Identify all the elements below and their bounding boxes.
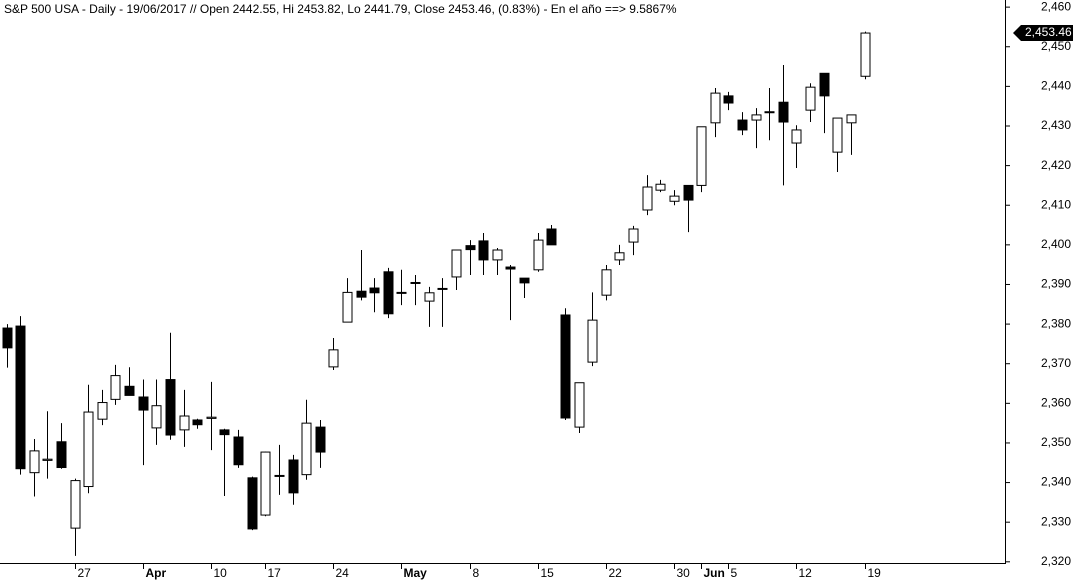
candle-body (560, 314, 571, 419)
x-tick-label: 22 (609, 566, 623, 580)
x-tick-label: Jun (704, 566, 725, 580)
candle-body (860, 32, 871, 77)
candle-body (778, 101, 789, 123)
last-value-label: 2,453.46 (1025, 25, 1072, 39)
candle-body (465, 245, 476, 251)
candle-body (505, 266, 516, 270)
last-value-tag (1013, 25, 1073, 42)
y-tick-label: 2,390 (1041, 277, 1071, 291)
y-tick-label: 2,400 (1041, 237, 1071, 251)
y-tick-label: 2,420 (1041, 158, 1071, 172)
candle-body (669, 195, 680, 202)
candle-body (342, 291, 353, 323)
y-tick-label: 2,450 (1041, 39, 1071, 53)
candle-body (846, 114, 857, 124)
x-tick-label: 24 (336, 566, 350, 580)
candle-body (83, 411, 94, 488)
x-tick-label: 19 (868, 566, 882, 580)
candle-body (723, 95, 734, 104)
candle-body (206, 416, 217, 419)
candle-body (328, 349, 339, 368)
candle-body (424, 292, 435, 302)
candle-body (655, 183, 666, 191)
candle-body (492, 249, 503, 261)
candle-body (70, 480, 81, 529)
candle-body (574, 382, 585, 428)
candle-body (29, 450, 40, 474)
candle-body (533, 239, 544, 271)
candle-body (97, 402, 108, 420)
x-tick-label: 12 (799, 566, 813, 580)
candle-body (179, 415, 190, 431)
candle-body (642, 186, 653, 211)
y-tick-label: 2,360 (1041, 396, 1071, 410)
candle-body (219, 429, 230, 436)
candle-body (151, 405, 162, 429)
candle-body (15, 325, 26, 470)
candle-body (315, 426, 326, 453)
candle-body (587, 319, 598, 363)
x-tick-label: 27 (78, 566, 92, 580)
candle-body (138, 396, 149, 411)
x-tick-label: 30 (677, 566, 691, 580)
candle-body (451, 249, 462, 278)
candle-body (396, 291, 407, 294)
y-tick-label: 2,380 (1041, 316, 1071, 330)
candle-body (42, 458, 53, 461)
y-tick-label: 2,460 (1041, 0, 1071, 13)
y-tick-label: 2,320 (1041, 554, 1071, 568)
candle-body (601, 269, 612, 296)
candle-body (614, 252, 625, 261)
candle-body (369, 287, 380, 294)
candle-body (56, 441, 67, 469)
y-tick-label: 2,440 (1041, 79, 1071, 93)
candle-body (478, 240, 489, 261)
candle-body (288, 459, 299, 494)
candle-body (737, 119, 748, 131)
y-tick-label: 2,350 (1041, 435, 1071, 449)
candle-body (683, 184, 694, 201)
candle-body (696, 126, 707, 186)
x-tick-label: 8 (473, 566, 480, 580)
candle-body (247, 477, 258, 530)
candle-body (628, 228, 639, 243)
candle-body (546, 228, 557, 246)
candle-body (710, 92, 721, 124)
y-tick-label: 2,410 (1041, 197, 1071, 211)
candle-body (519, 277, 530, 284)
candle-body (410, 281, 421, 284)
x-tick-label: 5 (731, 566, 738, 580)
chart-title: S&P 500 USA - Daily - 19/06/2017 // Open… (4, 2, 677, 16)
candle-body (301, 422, 312, 476)
candle-body (110, 375, 121, 400)
candle-body (124, 385, 135, 396)
candle-body (274, 474, 285, 477)
x-tick-label: Apr (146, 566, 167, 580)
x-tick-label: 10 (214, 566, 228, 580)
candle-body (383, 271, 394, 315)
x-tick-label: 17 (268, 566, 282, 580)
candle-body (165, 379, 176, 436)
candle-body (260, 451, 271, 516)
candle-body (356, 290, 367, 298)
x-tick-label: May (404, 566, 428, 580)
candle-body (751, 114, 762, 121)
y-tick-label: 2,340 (1041, 475, 1071, 489)
candle-body (764, 111, 775, 114)
candle-body (805, 86, 816, 111)
candle-body (2, 327, 13, 349)
candle-body (791, 129, 802, 144)
candle-body (832, 117, 843, 153)
y-tick-label: 2,330 (1041, 514, 1071, 528)
y-tick-label: 2,430 (1041, 118, 1071, 132)
candle-body (192, 419, 203, 426)
candle-body (819, 72, 830, 97)
y-tick-label: 2,370 (1041, 356, 1071, 370)
x-tick-label: 15 (541, 566, 555, 580)
candle-body (233, 436, 244, 466)
candle-body (437, 287, 448, 290)
